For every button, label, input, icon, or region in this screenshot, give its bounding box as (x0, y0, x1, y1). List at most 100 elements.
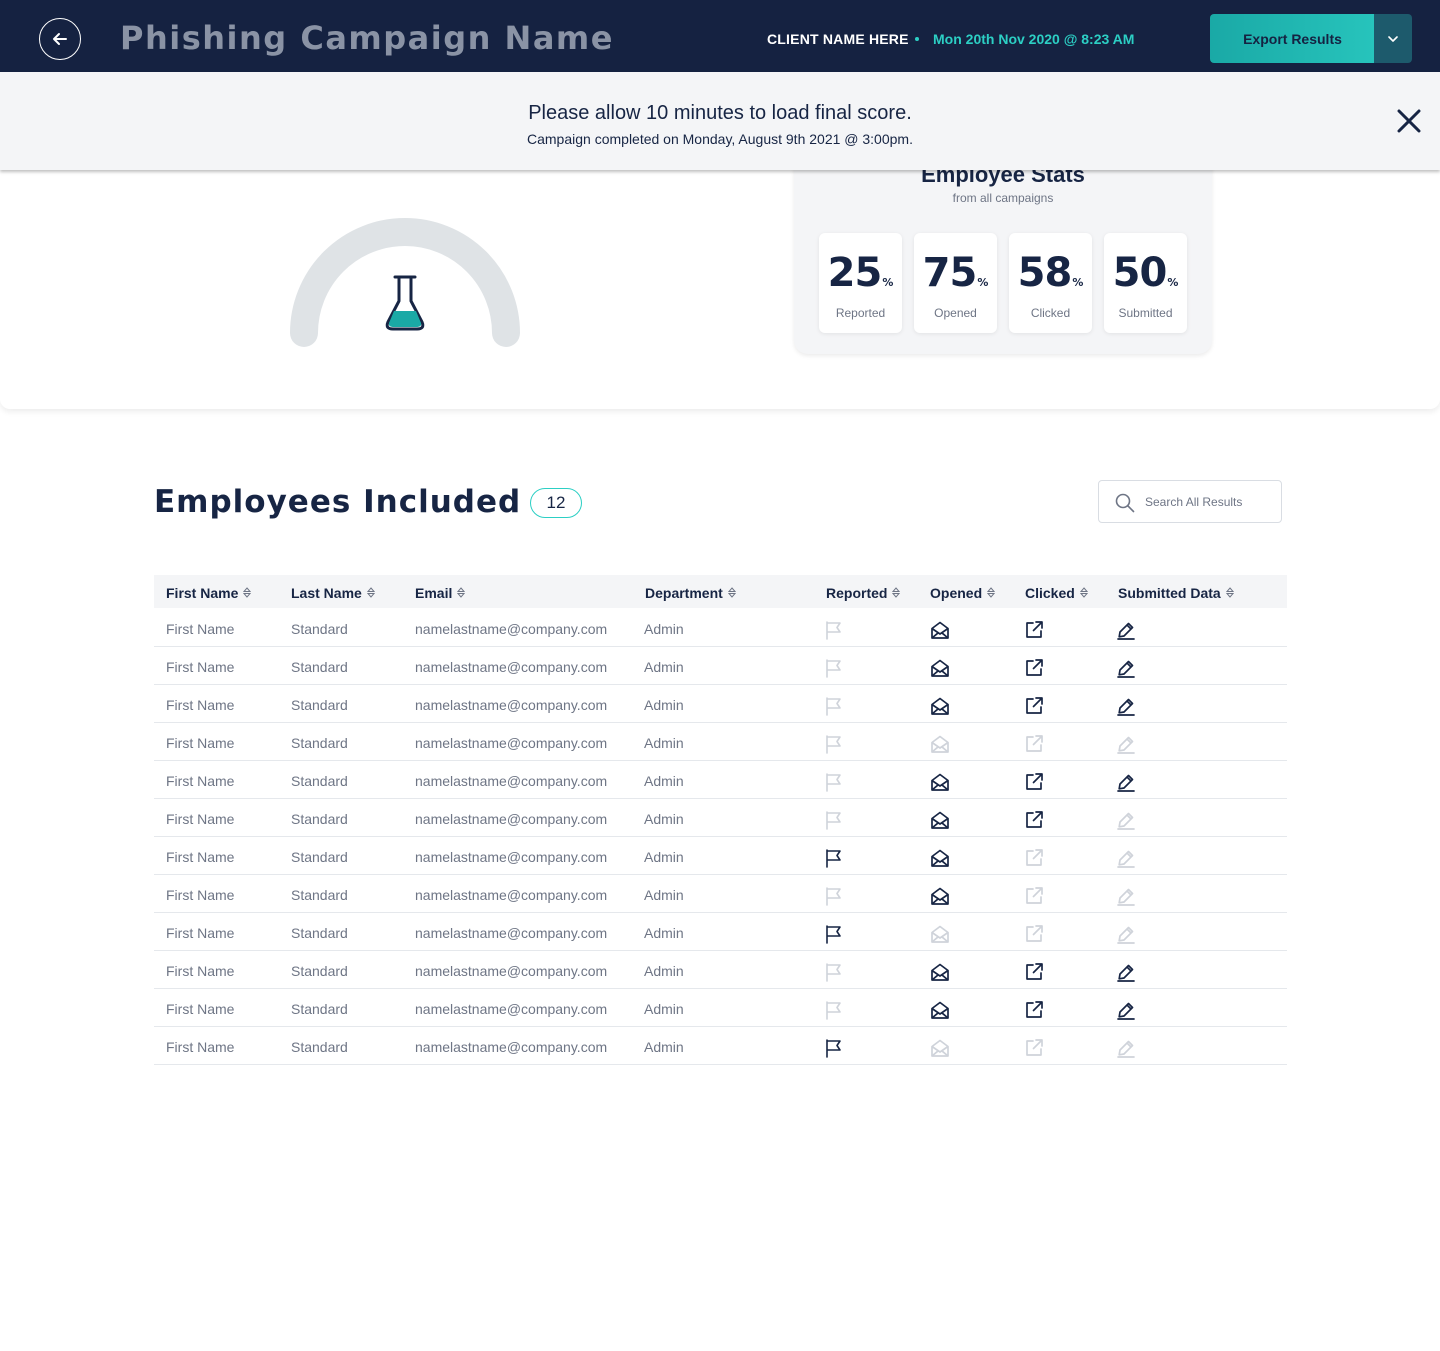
external-link-icon (1024, 886, 1044, 906)
pencil-icon (1116, 620, 1136, 640)
cell-email: namelastname@company.com (415, 1039, 608, 1055)
external-link-icon (1024, 696, 1044, 716)
table-row[interactable]: First Name Standard namelastname@company.c… (154, 989, 1287, 1027)
cell-first-name: First Name (166, 849, 235, 865)
sort-icon (366, 587, 375, 599)
cell-department: Admin (644, 621, 684, 637)
cell-email: namelastname@company.com (415, 811, 608, 827)
cell-last-name: Standard (291, 697, 348, 713)
cell-department: Admin (644, 697, 684, 713)
column-header-reported[interactable]: Reported (826, 575, 901, 608)
score-panel: Employee Stats from all campaigns 25% Re… (0, 150, 1440, 409)
cell-last-name: Standard (291, 773, 348, 789)
cell-first-name: First Name (166, 963, 235, 979)
cell-last-name: Standard (291, 925, 348, 941)
column-header-email[interactable]: Email (415, 575, 466, 608)
envelope-open-icon (930, 962, 950, 982)
cell-last-name: Standard (291, 735, 348, 751)
chevron-down-icon (1388, 35, 1398, 42)
cell-department: Admin (644, 811, 684, 827)
cell-department: Admin (644, 925, 684, 941)
cell-last-name: Standard (291, 887, 348, 903)
table-row[interactable]: First Name Standard namelastname@company.c… (154, 685, 1287, 723)
table-row[interactable]: First Name Standard namelastname@company.c… (154, 837, 1287, 875)
flag-icon (824, 658, 844, 678)
stat-clicked: 58% Clicked (1009, 233, 1092, 333)
cell-email: namelastname@company.com (415, 659, 608, 675)
cell-department: Admin (644, 735, 684, 751)
cell-email: namelastname@company.com (415, 735, 608, 751)
table-row[interactable]: First Name Standard namelastname@company.c… (154, 799, 1287, 837)
notice-banner: Please allow 10 minutes to load final sc… (0, 72, 1440, 170)
search-box (1098, 480, 1282, 523)
cell-first-name: First Name (166, 1001, 235, 1017)
table-row[interactable]: First Name Standard namelastname@company.c… (154, 951, 1287, 989)
flag-icon (824, 886, 844, 906)
cell-department: Admin (644, 1039, 684, 1055)
table-row[interactable]: First Name Standard namelastname@company.c… (154, 609, 1287, 647)
cell-last-name: Standard (291, 1001, 348, 1017)
table-row[interactable]: First Name Standard namelastname@company.c… (154, 913, 1287, 951)
column-header-opened[interactable]: Opened (930, 575, 996, 608)
cell-email: namelastname@company.com (415, 963, 608, 979)
cell-email: namelastname@company.com (415, 773, 608, 789)
external-link-icon (1024, 620, 1044, 640)
banner-title: Please allow 10 minutes to load final sc… (528, 102, 912, 124)
external-link-icon (1024, 962, 1044, 982)
arrow-left-icon (53, 33, 67, 45)
external-link-icon (1024, 924, 1044, 944)
external-link-icon (1024, 848, 1044, 868)
external-link-icon (1024, 1038, 1044, 1058)
cell-last-name: Standard (291, 811, 348, 827)
export-results-button[interactable]: Export Results (1210, 14, 1375, 63)
flask-icon (385, 275, 425, 331)
search-input[interactable] (1145, 489, 1275, 515)
envelope-open-icon (930, 810, 950, 830)
cell-last-name: Standard (291, 849, 348, 865)
envelope-open-icon (930, 924, 950, 944)
table-row[interactable]: First Name Standard namelastname@company.c… (154, 761, 1287, 799)
flag-icon (824, 848, 844, 868)
banner-close-button[interactable] (1395, 107, 1423, 135)
client-name: CLIENT NAME HERE (767, 31, 909, 47)
table-row[interactable]: First Name Standard namelastname@company.c… (154, 723, 1287, 761)
pencil-icon (1116, 696, 1136, 716)
table-row[interactable]: First Name Standard namelastname@company.c… (154, 647, 1287, 685)
cell-department: Admin (644, 1001, 684, 1017)
column-header-clicked[interactable]: Clicked (1025, 575, 1088, 608)
cell-first-name: First Name (166, 1039, 235, 1055)
envelope-open-icon (930, 772, 950, 792)
flag-icon (824, 696, 844, 716)
envelope-open-icon (930, 1000, 950, 1020)
cell-first-name: First Name (166, 697, 235, 713)
envelope-open-icon (930, 620, 950, 640)
column-header-department[interactable]: Department (645, 575, 736, 608)
flag-icon (824, 962, 844, 982)
cell-email: namelastname@company.com (415, 925, 608, 941)
sort-icon (727, 587, 736, 599)
cell-email: namelastname@company.com (415, 621, 608, 637)
envelope-open-icon (930, 658, 950, 678)
table-row[interactable]: First Name Standard namelastname@company.c… (154, 1027, 1287, 1065)
export-options-dropdown[interactable] (1374, 14, 1412, 63)
employees-title: Employees Included (154, 484, 522, 520)
pencil-icon (1116, 886, 1136, 906)
pencil-icon (1116, 924, 1136, 944)
envelope-open-icon (930, 1038, 950, 1058)
external-link-icon (1024, 810, 1044, 830)
sort-icon (892, 587, 901, 599)
column-header-first-name[interactable]: First Name (166, 575, 252, 608)
cell-first-name: First Name (166, 887, 235, 903)
column-header-last-name[interactable]: Last Name (291, 575, 375, 608)
table-row[interactable]: First Name Standard namelastname@company.c… (154, 875, 1287, 913)
employee-stats-card: Employee Stats from all campaigns 25% Re… (794, 150, 1212, 354)
stat-opened: 75% Opened (914, 233, 997, 333)
column-header-submitted-data[interactable]: Submitted Data (1118, 575, 1234, 608)
stat-label: Reported (835, 306, 886, 320)
sort-icon (1225, 587, 1234, 599)
pencil-icon (1116, 772, 1136, 792)
back-button[interactable] (39, 18, 81, 60)
flag-icon (824, 734, 844, 754)
banner-subtitle: Campaign completed on Monday, August 9th… (527, 131, 913, 147)
pencil-icon (1116, 1000, 1136, 1020)
